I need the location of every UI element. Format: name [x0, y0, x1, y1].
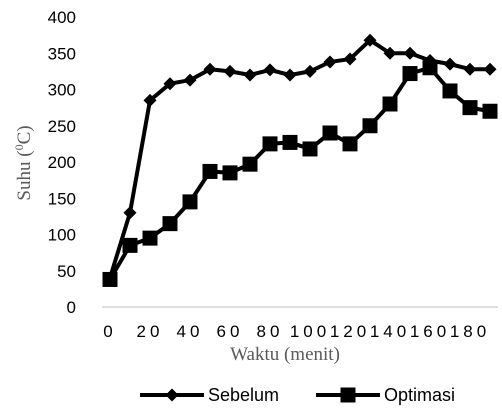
y-tick-label: 150: [48, 189, 76, 208]
x-axis-title: Waktu (menit): [230, 344, 340, 365]
y-axis-title: Suhu (0C): [12, 125, 35, 200]
x-tick-label: 180: [450, 322, 490, 341]
legend-label: Optimasi: [384, 385, 455, 405]
data-point: [222, 165, 238, 181]
data-point: [382, 96, 398, 112]
data-point: [102, 271, 118, 287]
y-tick-label: 350: [48, 44, 76, 63]
data-point: [383, 46, 397, 60]
data-point: [302, 141, 318, 157]
y-axis-title-superscript: 0: [12, 144, 26, 150]
x-tick-label: 60: [217, 322, 244, 341]
y-tick-label: 400: [48, 8, 76, 27]
x-tick-label: 0: [103, 322, 116, 341]
data-point: [162, 216, 178, 232]
data-point: [482, 103, 498, 119]
data-point: [422, 60, 438, 76]
data-point: [363, 33, 377, 47]
data-point: [243, 68, 257, 82]
y-tick-label: 100: [48, 226, 76, 245]
x-tick-label: 40: [177, 322, 204, 341]
legend-marker: [340, 387, 356, 403]
data-point: [462, 100, 478, 116]
x-tick-label: 20: [137, 322, 164, 341]
data-point: [303, 64, 317, 78]
data-point: [342, 136, 358, 152]
y-tick-labels: 0 50 100 150 200 250 300 350 400: [48, 8, 76, 317]
data-point: [263, 63, 277, 77]
data-point: [323, 55, 337, 69]
series-layer: [102, 33, 498, 287]
y-axis-title-prefix: Suhu (: [14, 150, 35, 200]
data-point: [242, 156, 258, 172]
y-tick-label: 250: [48, 117, 76, 136]
y-tick-label: 50: [57, 262, 76, 281]
y-axis-title-suffix: C): [14, 125, 35, 144]
data-point: [123, 206, 137, 220]
data-point: [223, 64, 237, 78]
series-sebelum: [103, 33, 497, 285]
series-line: [108, 65, 491, 281]
legend-label: Sebelum: [208, 385, 279, 405]
y-tick-label: 0: [67, 298, 76, 317]
data-point: [343, 52, 357, 66]
legend-item-optimasi: Optimasi: [316, 385, 455, 405]
data-point: [283, 68, 297, 82]
x-tick-labels: 0 20 40 60 80 100 120 140 160 180: [103, 322, 490, 341]
legend-marker: [165, 388, 179, 402]
y-tick-label: 200: [48, 153, 76, 172]
data-point: [403, 46, 417, 60]
y-tick-label: 300: [48, 81, 76, 100]
x-tick-label: 100: [290, 322, 330, 341]
data-point: [203, 62, 217, 76]
x-tick-label: 80: [257, 322, 284, 341]
x-tick-label: 140: [370, 322, 410, 341]
legend-item-sebelum: Sebelum: [140, 385, 279, 405]
data-point: [442, 83, 458, 99]
data-point: [402, 66, 418, 82]
legend: Sebelum Optimasi: [140, 385, 455, 405]
data-point: [322, 125, 338, 141]
data-point: [183, 73, 197, 87]
series-line: [108, 38, 490, 279]
data-point: [163, 77, 177, 91]
data-point: [202, 163, 218, 179]
data-point: [463, 62, 477, 76]
data-point: [483, 62, 497, 76]
data-point: [362, 118, 378, 134]
data-point: [143, 93, 157, 107]
x-tick-label: 120: [330, 322, 370, 341]
x-tick-label: 160: [410, 322, 450, 341]
data-point: [122, 237, 138, 253]
y-axis-title-group: Suhu (0C): [12, 125, 35, 200]
data-point: [262, 136, 278, 152]
data-point: [443, 57, 457, 71]
series-optimasi: [102, 60, 498, 287]
data-point: [182, 194, 198, 210]
data-point: [142, 230, 158, 246]
data-point: [282, 134, 298, 150]
